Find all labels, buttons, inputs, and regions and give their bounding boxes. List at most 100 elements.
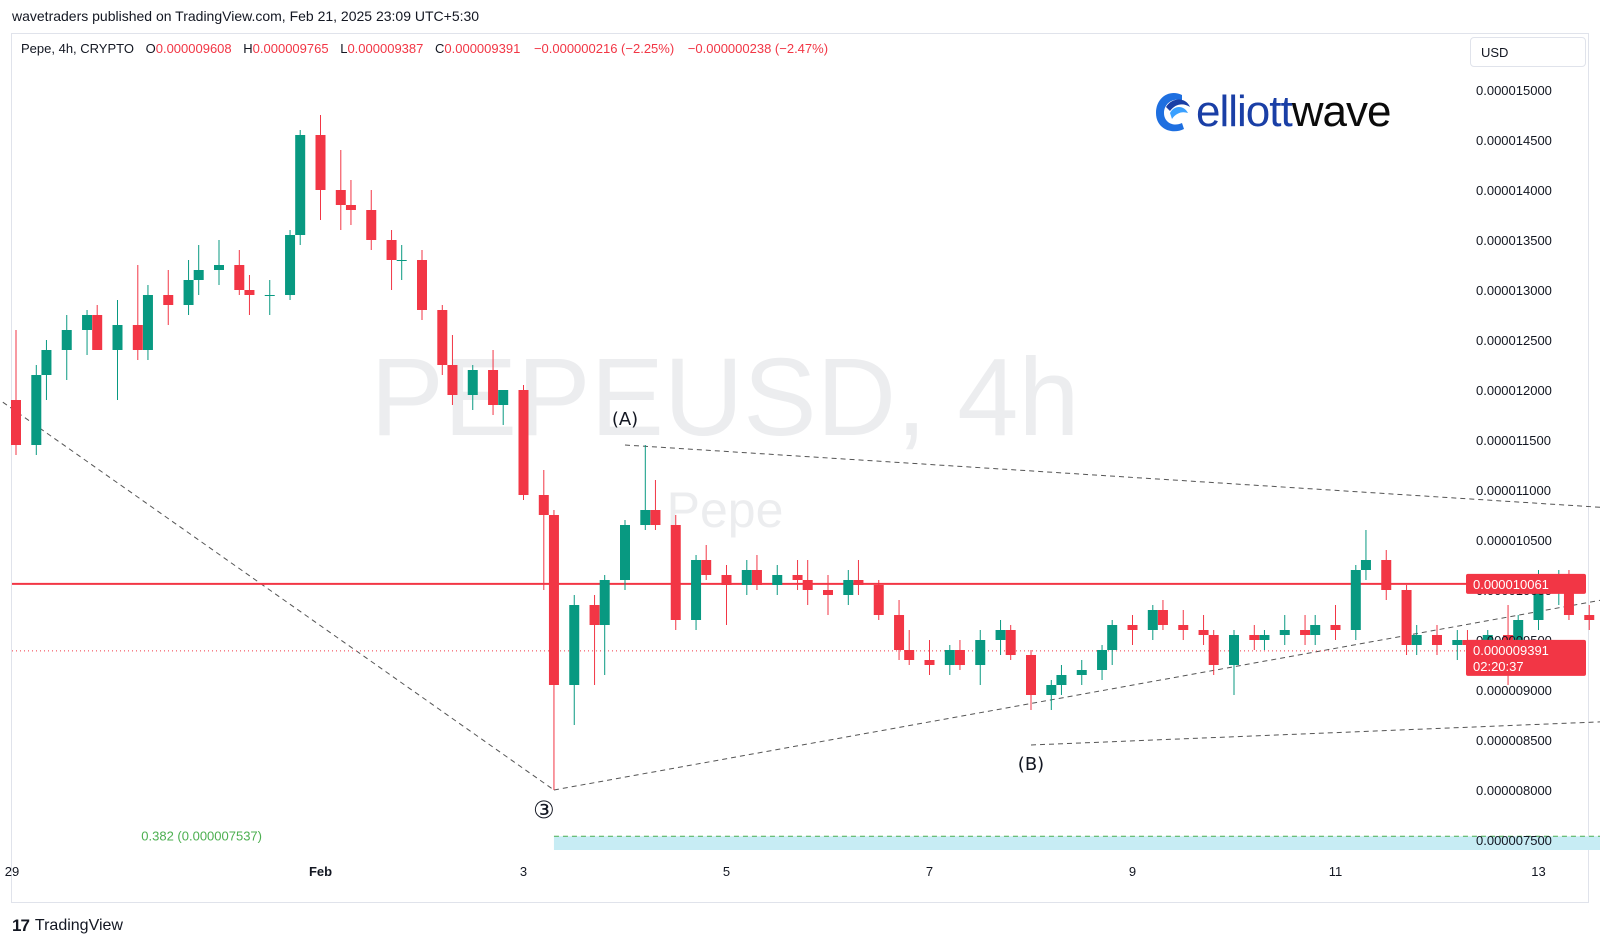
candle-body — [264, 295, 275, 296]
candle-body — [193, 270, 204, 280]
candle-body — [82, 315, 93, 330]
x-tick-label: 11 — [1329, 864, 1343, 879]
open-label: O — [145, 41, 156, 56]
candle — [772, 565, 783, 595]
candle — [1452, 630, 1463, 660]
candle-body — [11, 400, 21, 445]
candle-body — [792, 575, 803, 580]
candle — [345, 180, 356, 225]
candle — [751, 555, 762, 590]
candle — [142, 285, 153, 360]
candle-body — [741, 570, 752, 585]
candle — [31, 365, 42, 455]
chart-frame — [11, 33, 1589, 903]
candle-body — [183, 280, 194, 305]
currency-button[interactable]: USD — [1470, 37, 1586, 67]
candle-body — [132, 325, 143, 350]
candle — [295, 130, 306, 245]
candle — [1046, 680, 1057, 710]
wave-label: ③ — [533, 796, 555, 824]
candle-body — [670, 525, 681, 620]
candle — [1584, 605, 1595, 630]
candle-body — [548, 515, 559, 685]
x-tick-label: 5 — [723, 864, 730, 879]
candle — [285, 230, 296, 300]
low-label: L — [340, 41, 348, 56]
candle-body — [691, 560, 702, 620]
candle-body — [1026, 655, 1036, 695]
candle-body — [335, 190, 346, 205]
candle — [1198, 615, 1209, 645]
candle-body — [214, 265, 224, 270]
candle-body — [1229, 635, 1239, 665]
candle — [1026, 650, 1036, 710]
countdown-label: 02:20:37 — [1473, 659, 1524, 674]
candle-body — [823, 590, 833, 595]
candle-body — [772, 575, 783, 585]
symbol-line: Pepe, 4h, CRYPTO — [21, 41, 134, 56]
x-tick-label: 13 — [1531, 864, 1545, 879]
candle-body — [1147, 610, 1158, 630]
close-label: C — [435, 41, 445, 56]
candle-body — [1350, 570, 1361, 630]
candle — [244, 275, 255, 315]
candle-body — [1330, 625, 1341, 630]
candle-body — [1300, 630, 1311, 635]
last-price-badge-bg — [1466, 639, 1586, 676]
candle — [944, 645, 955, 675]
x-tick-label: 7 — [926, 864, 933, 879]
resistance-price-badge: 0.000010061 — [1466, 573, 1586, 594]
candle — [193, 245, 204, 295]
candle-body — [1005, 630, 1016, 655]
triangle-line — [0, 399, 555, 791]
candle — [1360, 530, 1371, 580]
candle — [1310, 615, 1321, 645]
candle-body — [1411, 635, 1422, 645]
candle — [1381, 550, 1392, 600]
candle — [447, 335, 458, 405]
candle-body — [1452, 640, 1463, 645]
candle-body — [488, 370, 499, 405]
candle — [386, 230, 397, 290]
candle — [924, 640, 935, 675]
tradingview-brand[interactable]: 17 TradingView — [12, 916, 123, 936]
candle-body — [1279, 630, 1290, 635]
candle-body — [447, 365, 458, 395]
candle — [904, 630, 915, 665]
triangle-line — [624, 444, 1600, 508]
candle-body — [498, 390, 509, 405]
candle-body — [1097, 650, 1108, 670]
candle-body — [1360, 560, 1371, 570]
candle — [335, 150, 346, 230]
candle — [234, 250, 245, 295]
candle — [1157, 600, 1168, 630]
candle-body — [894, 615, 905, 650]
candle — [518, 385, 529, 500]
candle — [1259, 630, 1270, 650]
ohlc-legend: Pepe, 4h, CRYPTO O0.000009608 H0.0000097… — [21, 41, 828, 56]
candle-body — [1259, 635, 1270, 640]
candle-body — [569, 605, 580, 685]
candle-body — [640, 510, 651, 525]
y-tick-label: 0.000008500 — [1476, 733, 1552, 748]
candle-body — [1249, 635, 1260, 640]
candle-body — [599, 580, 610, 625]
y-tick-label: 0.000015000 — [1476, 83, 1552, 98]
candle — [1056, 665, 1067, 695]
candle — [640, 445, 651, 530]
candle-body — [417, 260, 427, 310]
y-tick-label: 0.000010500 — [1476, 533, 1552, 548]
candle-body — [701, 560, 712, 575]
candle — [802, 560, 813, 605]
fib-level-label: 0.382 (0.000007537) — [141, 828, 262, 843]
x-tick-label: 9 — [1129, 864, 1136, 879]
y-tick-label: 0.000008000 — [1476, 783, 1552, 798]
candle-body — [1157, 610, 1168, 625]
candle — [498, 390, 509, 425]
change-value-2: −0.000000238 (−2.47%) — [687, 41, 829, 56]
candle-body — [1432, 635, 1442, 645]
candle — [538, 470, 549, 590]
candle-body — [1198, 630, 1209, 635]
